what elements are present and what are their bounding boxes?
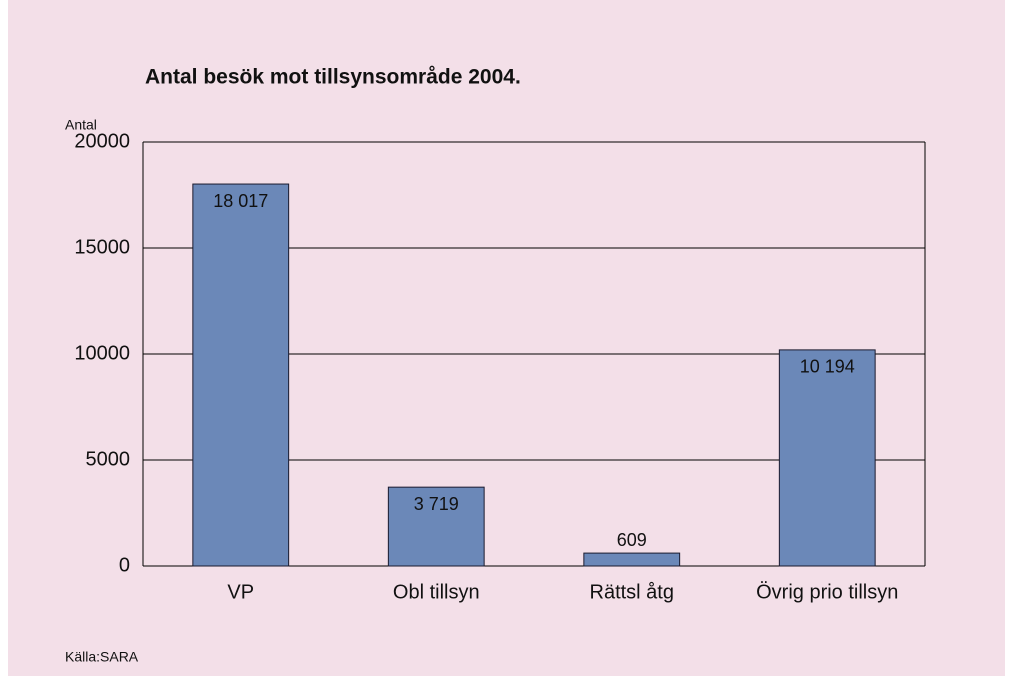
- x-tick-label: Rättsl åtg: [590, 581, 674, 603]
- background: [8, 0, 1005, 676]
- x-tick-label: VP: [227, 581, 254, 603]
- data-label: 18 017: [213, 191, 268, 211]
- y-tick-label: 20000: [74, 130, 130, 152]
- bar: [192, 183, 290, 567]
- data-label: 3 719: [414, 494, 459, 514]
- bar: [583, 552, 681, 567]
- source: Källa:SARA: [65, 649, 139, 665]
- data-label: 10 194: [800, 357, 855, 377]
- y-axis-label: Antal: [65, 117, 97, 133]
- y-tick-label: 0: [119, 554, 130, 576]
- y-tick-label: 10000: [74, 342, 130, 364]
- data-label: 609: [617, 530, 647, 550]
- bar: [778, 349, 876, 567]
- bar: [387, 486, 485, 567]
- chart-title: Antal besök mot tillsynsområde 2004.: [145, 66, 521, 89]
- x-tick-label: Övrig prio tillsyn: [756, 581, 898, 603]
- y-tick-label: 5000: [86, 448, 131, 470]
- y-tick-label: 15000: [74, 236, 130, 258]
- x-tick-label: Obl tillsyn: [393, 581, 480, 603]
